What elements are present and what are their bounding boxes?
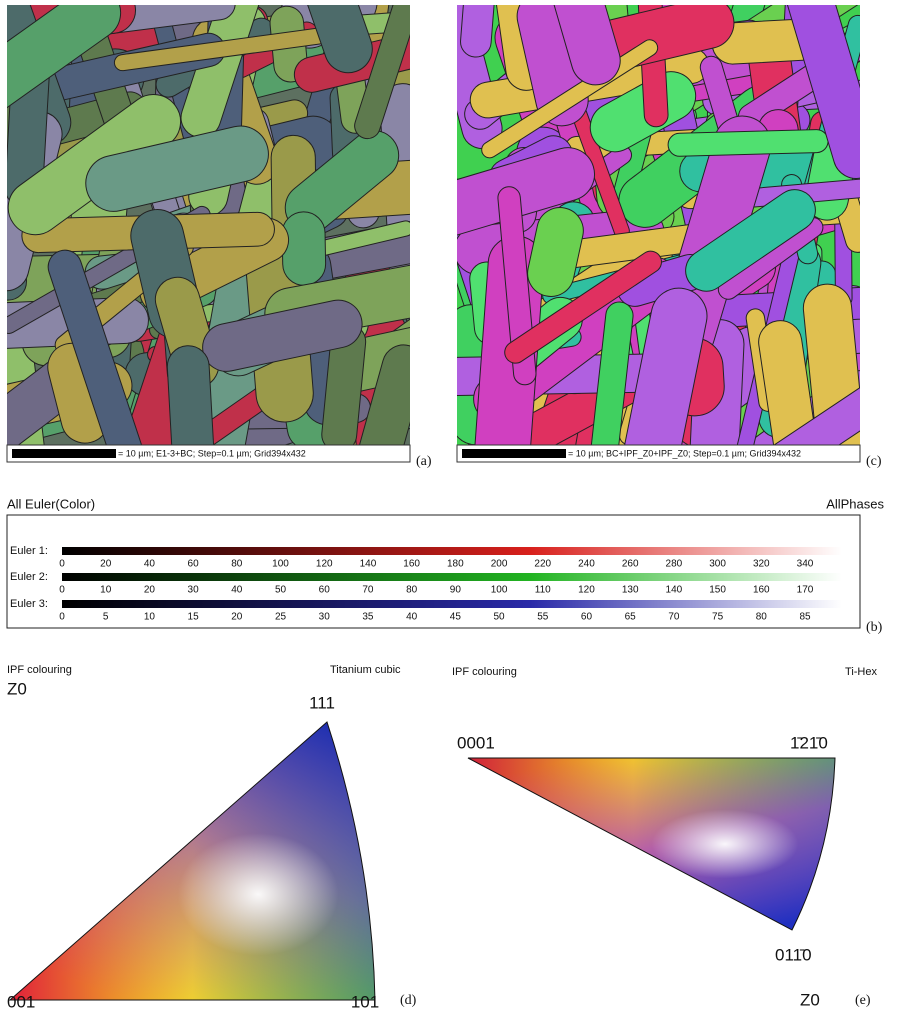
tick-label: 65: [625, 612, 637, 623]
tick-label: 80: [231, 559, 243, 570]
axis-name: Z0: [800, 990, 820, 1009]
tick-label: 80: [406, 585, 418, 596]
tick-label: 300: [709, 559, 726, 570]
row-name: Euler 1:: [10, 545, 48, 557]
legend-title: All Euler(Color): [7, 496, 95, 511]
grain: [801, 282, 871, 516]
tick-label: 30: [319, 612, 331, 623]
phase-name: AllPhases: [826, 496, 884, 511]
tick-label: 70: [362, 585, 374, 596]
panel-label: (c): [866, 454, 882, 469]
caption: = 10 µm; BC+IPF_Z0+IPF_Z0; Step=0.1 µm; …: [568, 448, 801, 458]
ebsd-map-c: [385, 0, 897, 549]
scale-bar: [12, 449, 116, 458]
pole-label: 111: [309, 693, 335, 712]
tick-label: 100: [491, 585, 508, 596]
tick-label: 50: [275, 585, 287, 596]
tick-label: 10: [144, 612, 156, 623]
tick-label: 20: [231, 612, 243, 623]
scale-bar: [462, 449, 566, 458]
tick-label: 55: [537, 612, 549, 623]
grain: [282, 211, 326, 285]
tick-label: 320: [753, 559, 770, 570]
tick-label: 160: [403, 559, 420, 570]
phase-name: Titanium cubic: [330, 664, 401, 676]
tick-label: 35: [362, 612, 374, 623]
tick-label: 240: [578, 559, 595, 570]
pole-label: 011̄0: [775, 945, 812, 964]
tick-label: 90: [450, 585, 462, 596]
tick-label: 5: [103, 612, 109, 623]
tick-label: 220: [534, 559, 551, 570]
ipf-triangle-hex: [468, 758, 835, 930]
tick-label: 10: [100, 585, 112, 596]
tick-label: 45: [450, 612, 462, 623]
ipf-triangle-cubic: [10, 722, 375, 1000]
panel-label: (b): [866, 620, 883, 635]
tick-label: 20: [100, 559, 112, 570]
row-name: Euler 3:: [10, 598, 48, 610]
row-name: Euler 2:: [10, 571, 48, 583]
tick-label: 40: [144, 559, 156, 570]
tick-label: 80: [756, 612, 768, 623]
tick-label: 140: [666, 585, 683, 596]
phase-name: Ti-Hex: [845, 666, 877, 678]
ipf-title: IPF colouring: [452, 666, 517, 678]
panel-label: (e): [855, 993, 871, 1008]
tick-label: 200: [491, 559, 508, 570]
tick-label: 40: [406, 612, 418, 623]
tick-label: 60: [188, 559, 200, 570]
pole-label: 0001: [457, 733, 495, 752]
ipf-title: IPF colouring: [7, 664, 72, 676]
tick-label: 260: [622, 559, 639, 570]
axis-name: Z0: [7, 679, 27, 698]
tick-label: 85: [799, 612, 811, 623]
color-bar: [62, 573, 842, 581]
figure: = 10 µm; E1-3+BC; Step=0.1 µm; Grid394x4…: [0, 0, 897, 1014]
tick-label: 50: [493, 612, 505, 623]
panel-label: (d): [400, 993, 417, 1008]
grain: [668, 129, 829, 156]
ebsd-map-a: [0, 0, 508, 558]
tick-label: 120: [578, 585, 595, 596]
tick-label: 75: [712, 612, 724, 623]
tick-label: 150: [709, 585, 726, 596]
tick-label: 170: [797, 585, 814, 596]
panel-label: (a): [416, 454, 432, 469]
color-bar: [62, 547, 842, 555]
tick-label: 70: [668, 612, 680, 623]
tick-label: 60: [319, 585, 331, 596]
pole-label: 1̄21̄0: [790, 733, 828, 752]
tick-label: 60: [581, 612, 593, 623]
color-bar: [62, 600, 842, 608]
tick-label: 110: [535, 585, 551, 596]
tick-label: 180: [447, 559, 464, 570]
tick-label: 20: [144, 585, 156, 596]
tick-label: 15: [188, 612, 200, 623]
tick-label: 280: [666, 559, 683, 570]
tick-label: 100: [272, 559, 289, 570]
tick-label: 0: [59, 585, 65, 596]
tick-label: 25: [275, 612, 287, 623]
tick-label: 130: [622, 585, 639, 596]
pole-label: 101: [351, 992, 379, 1011]
pole-label: 001: [7, 992, 35, 1011]
tick-label: 140: [360, 559, 377, 570]
tick-label: 30: [188, 585, 200, 596]
legend-box: [7, 515, 860, 628]
caption: = 10 µm; E1-3+BC; Step=0.1 µm; Grid394x4…: [118, 448, 306, 458]
tick-label: 340: [797, 559, 814, 570]
tick-label: 120: [316, 559, 333, 570]
tick-label: 40: [231, 585, 243, 596]
tick-label: 0: [59, 612, 65, 623]
tick-label: 160: [753, 585, 770, 596]
tick-label: 0: [59, 559, 65, 570]
